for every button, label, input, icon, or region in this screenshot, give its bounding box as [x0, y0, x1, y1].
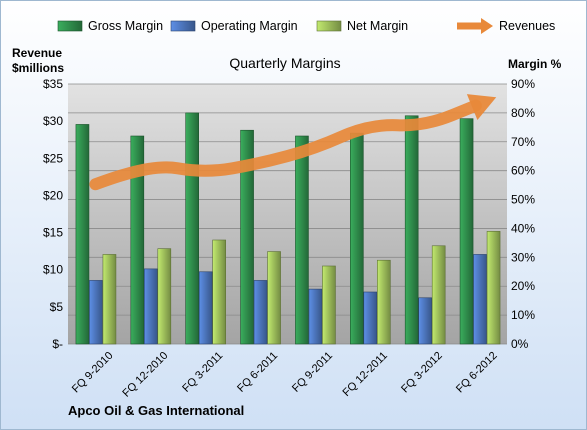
bar-operating-margin: [308, 288, 323, 345]
legend-label: Revenues: [499, 19, 555, 33]
left-tick-label: $25: [43, 151, 63, 165]
revenue-line: [89, 99, 482, 191]
bar-gross-margin: [404, 115, 419, 345]
right-tick-label: 90%: [511, 77, 535, 91]
bar-gross-margin: [240, 129, 254, 345]
left-tick-label: $10: [43, 263, 63, 277]
bar-operating-margin: [198, 271, 213, 345]
bar-operating-margin: [89, 280, 103, 345]
bar-operating-margin: [363, 291, 378, 345]
right-tick-label: 80%: [511, 106, 535, 120]
bar-gross-margin: [185, 112, 199, 345]
legend-label: Net Margin: [347, 19, 408, 33]
company-label: Apco Oil & Gas International: [68, 403, 244, 418]
bar-net-margin: [322, 265, 336, 345]
legend-swatch-net-margin: [316, 20, 342, 32]
bar-gross-margin: [130, 135, 145, 345]
right-tick-label: 50%: [511, 193, 535, 207]
right-tick-label: 10%: [511, 308, 535, 322]
bar-net-margin: [102, 254, 117, 345]
right-axis-label: Margin %: [508, 57, 562, 71]
revenue-arrowhead: [466, 94, 497, 121]
left-tick-label: $5: [50, 300, 64, 314]
bar-net-margin: [377, 259, 391, 345]
left-tick-label: $35: [43, 77, 63, 91]
bar-net-margin: [267, 251, 281, 345]
right-tick-label: 60%: [511, 164, 535, 178]
right-tick-label: 0%: [511, 337, 529, 351]
legend-arrowhead: [481, 18, 493, 34]
left-tick-label: $-: [52, 337, 63, 351]
bar-operating-margin: [253, 280, 268, 345]
right-tick-label: 40%: [511, 221, 535, 235]
left-tick-label: $30: [43, 114, 63, 128]
bar-operating-margin: [473, 254, 487, 345]
bar-net-margin: [212, 239, 226, 345]
bar-gross-margin: [350, 132, 364, 345]
bar-net-margin: [431, 245, 446, 345]
bar-net-margin: [157, 248, 172, 345]
bar-operating-margin: [418, 297, 432, 345]
right-tick-label: 70%: [511, 135, 535, 149]
left-axis-label: Revenue: [12, 46, 62, 60]
left-tick-label: $20: [43, 188, 63, 202]
bar-gross-margin: [459, 118, 474, 345]
bar-operating-margin: [144, 268, 158, 345]
legend-swatch-operating-margin: [170, 20, 196, 32]
chart-title: Quarterly Margins: [229, 55, 340, 71]
legend-label: Gross Margin: [88, 19, 163, 33]
right-tick-label: 20%: [511, 279, 535, 293]
left-axis-label-unit: $millions: [12, 61, 64, 75]
bar-gross-margin: [75, 124, 90, 345]
bar-net-margin: [486, 231, 501, 345]
legend-swatch-gross-margin: [57, 20, 83, 32]
left-tick-label: $15: [43, 226, 63, 240]
legend-label: Operating Margin: [201, 19, 298, 33]
bar-gross-margin: [295, 135, 309, 345]
right-tick-label: 30%: [511, 250, 535, 264]
